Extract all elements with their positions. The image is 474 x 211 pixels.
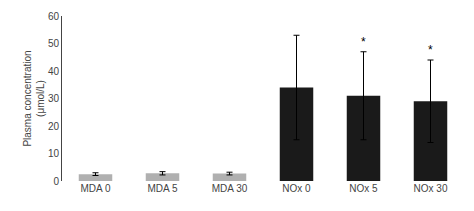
svg-text:NOx 0: NOx 0 bbox=[282, 183, 311, 194]
svg-text:10: 10 bbox=[48, 148, 60, 159]
svg-text:60: 60 bbox=[48, 11, 60, 22]
svg-text:*: * bbox=[361, 35, 366, 49]
svg-text:Plasma concentration(μmol/L): Plasma concentration(μmol/L) bbox=[22, 50, 46, 146]
svg-text:40: 40 bbox=[48, 66, 60, 77]
svg-text:MDA 5: MDA 5 bbox=[147, 183, 177, 194]
svg-text:20: 20 bbox=[48, 121, 60, 132]
svg-text:*: * bbox=[428, 43, 433, 57]
svg-text:0: 0 bbox=[53, 176, 59, 187]
svg-text:NOx 30: NOx 30 bbox=[414, 183, 448, 194]
svg-text:MDA 30: MDA 30 bbox=[212, 183, 248, 194]
svg-text:NOx 5: NOx 5 bbox=[349, 183, 378, 194]
svg-text:MDA 0: MDA 0 bbox=[80, 183, 110, 194]
svg-text:30: 30 bbox=[48, 93, 60, 104]
svg-text:50: 50 bbox=[48, 38, 60, 49]
